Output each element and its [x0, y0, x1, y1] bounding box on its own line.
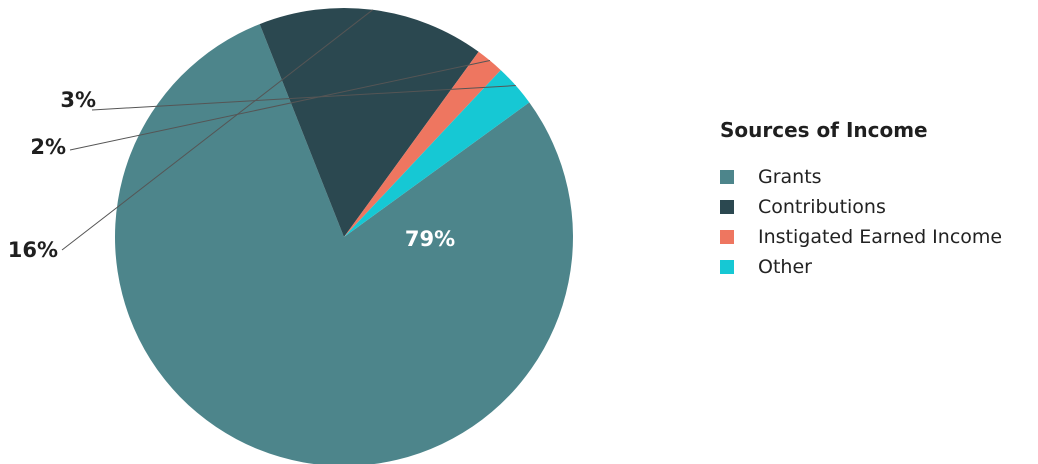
- legend-item-contributions: Contributions: [720, 192, 1002, 222]
- legend-label: Contributions: [758, 196, 886, 218]
- legend-swatch-grants: [720, 170, 734, 184]
- leader-line-other: [91, 85, 516, 111]
- pie-slice-instigated-earned-income: [344, 51, 501, 237]
- legend-swatch-contributions: [720, 200, 734, 214]
- legend-label: Instigated Earned Income: [758, 226, 1003, 248]
- pie-slice-other: [344, 70, 530, 237]
- data-label-grants: 79%: [405, 227, 455, 251]
- leader-line-instigated-earned-income: [69, 60, 491, 151]
- pie-slice-grants: [114, 24, 573, 464]
- legend-title: Sources of Income: [720, 118, 928, 142]
- pie-chart: 79% 16% 2% 3%: [8, 8, 573, 464]
- legend-item-grants: Grants: [720, 162, 1002, 192]
- legend-label: Other: [758, 256, 812, 278]
- legend-label: Grants: [758, 166, 822, 188]
- legend: Sources of Income Grants Contributions I…: [720, 118, 1002, 282]
- legend-item-other: Other: [720, 252, 1002, 282]
- pie-labels: 79% 16% 2% 3%: [8, 9, 516, 262]
- data-label-instigated-earned-income: 2%: [30, 135, 66, 159]
- legend-item-instigated-earned-income: Instigated Earned Income: [720, 222, 1002, 252]
- data-label-other: 3%: [60, 88, 96, 112]
- legend-swatch-other: [720, 260, 734, 274]
- pie-slice-contributions: [259, 8, 479, 237]
- pie-slices: [114, 8, 573, 464]
- leader-line-contributions: [61, 9, 374, 251]
- data-label-contributions: 16%: [8, 238, 58, 262]
- legend-swatch-instigated-earned-income: [720, 230, 734, 244]
